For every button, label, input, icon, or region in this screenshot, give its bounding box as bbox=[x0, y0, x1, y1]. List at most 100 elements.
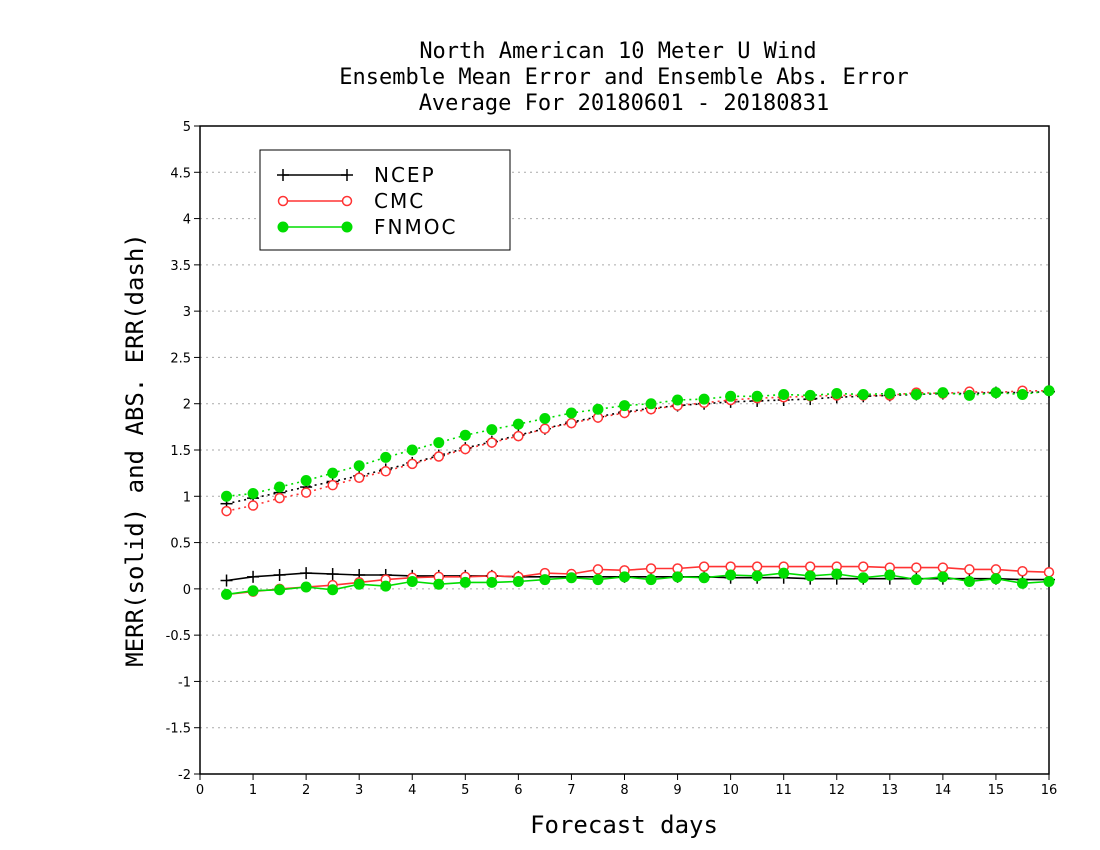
data-point-fnmoc-merr bbox=[804, 570, 816, 582]
data-point-fnmoc-merr bbox=[990, 573, 1002, 585]
data-point-cmc-abs-err bbox=[407, 458, 418, 470]
data-point-fnmoc-merr bbox=[459, 576, 471, 588]
data-point-fnmoc-merr bbox=[486, 576, 498, 588]
data-point-fnmoc-merr bbox=[1016, 577, 1028, 589]
legend-marker-fnmoc bbox=[341, 221, 353, 233]
data-point-fnmoc-merr bbox=[910, 574, 922, 586]
data-point-cmc-abs-err bbox=[221, 505, 232, 517]
data-point-fnmoc-merr bbox=[831, 568, 843, 580]
x-tick-label: 1 bbox=[249, 783, 257, 798]
y-tick-label: 5 bbox=[183, 120, 191, 135]
data-point-fnmoc-merr bbox=[327, 584, 339, 596]
data-point-cmc-abs-err bbox=[247, 500, 259, 511]
y-tick-label: -1 bbox=[178, 675, 191, 690]
y-tick-label: 0.5 bbox=[170, 537, 191, 552]
y-axis-label: MERR(solid) and ABS. ERR(dash) bbox=[121, 233, 149, 666]
data-point-fnmoc-abs-err bbox=[884, 388, 896, 400]
data-point-ncep-merr bbox=[247, 570, 260, 583]
data-point-fnmoc-merr bbox=[565, 572, 577, 584]
y-tick-label: 2 bbox=[183, 398, 191, 413]
data-point-cmc-merr bbox=[964, 564, 975, 575]
data-point-fnmoc-merr bbox=[592, 574, 604, 586]
data-point-fnmoc-abs-err bbox=[857, 388, 869, 400]
series-line-ncep-abs-err bbox=[226, 390, 1050, 505]
data-point-fnmoc-abs-err bbox=[672, 394, 684, 406]
y-tick-label: 3 bbox=[183, 305, 191, 320]
data-point-fnmoc-merr bbox=[353, 578, 365, 590]
x-tick-label: 2 bbox=[302, 783, 310, 798]
legend-label-ncep: NCEP bbox=[374, 163, 436, 187]
y-tick-label: 2.5 bbox=[170, 351, 191, 366]
legend-marker-ncep bbox=[277, 169, 289, 181]
x-tick-label: 5 bbox=[461, 783, 469, 798]
data-point-fnmoc-merr bbox=[751, 570, 763, 582]
x-tick-label: 0 bbox=[196, 783, 204, 798]
data-point-ncep-merr bbox=[220, 574, 233, 587]
x-tick-label: 9 bbox=[673, 783, 681, 798]
data-point-fnmoc-abs-err bbox=[221, 490, 233, 502]
data-point-fnmoc-abs-err bbox=[910, 388, 922, 400]
data-point-fnmoc-abs-err bbox=[831, 388, 843, 400]
data-point-fnmoc-abs-err bbox=[937, 387, 949, 399]
legend-label-cmc: CMC bbox=[374, 189, 425, 213]
data-point-fnmoc-merr bbox=[963, 575, 975, 587]
data-point-ncep-merr bbox=[273, 568, 286, 581]
data-point-cmc-abs-err bbox=[486, 437, 498, 448]
data-point-fnmoc-merr bbox=[274, 584, 286, 596]
legend-marker-cmc bbox=[341, 195, 353, 207]
data-point-cmc-abs-err bbox=[539, 423, 551, 434]
x-tick-label: 8 bbox=[620, 783, 628, 798]
x-tick-label: 16 bbox=[1041, 783, 1058, 798]
data-point-fnmoc-merr bbox=[778, 567, 790, 579]
data-point-fnmoc-abs-err bbox=[1043, 385, 1055, 397]
series-line-cmc-merr bbox=[226, 565, 1050, 596]
data-point-cmc-merr bbox=[592, 564, 604, 575]
y-tick-label: -0.5 bbox=[166, 629, 191, 644]
y-tick-label: 1 bbox=[183, 490, 191, 505]
chart-title-line-1: North American 10 Meter U Wind bbox=[419, 39, 816, 64]
data-point-fnmoc-abs-err bbox=[539, 413, 551, 425]
data-point-cmc-abs-err bbox=[433, 451, 445, 462]
data-point-cmc-merr bbox=[990, 564, 1002, 575]
data-point-fnmoc-abs-err bbox=[619, 400, 630, 412]
data-point-fnmoc-merr bbox=[1043, 575, 1055, 587]
y-tick-label: 0 bbox=[183, 583, 191, 598]
data-point-fnmoc-merr bbox=[725, 569, 737, 581]
data-point-cmc-abs-err bbox=[353, 472, 365, 484]
y-tick-label: 1.5 bbox=[170, 444, 191, 459]
legend-label-fnmoc: FNMOC bbox=[374, 215, 457, 239]
data-point-fnmoc-merr bbox=[672, 571, 684, 583]
legend-marker-ncep bbox=[341, 169, 353, 181]
series-line-cmc-abs-err bbox=[226, 389, 1049, 512]
x-tick-label: 12 bbox=[828, 783, 845, 798]
data-point-fnmoc-abs-err bbox=[459, 429, 471, 441]
data-point-cmc-abs-err bbox=[460, 443, 471, 455]
data-point-fnmoc-abs-err bbox=[645, 398, 657, 410]
x-tick-label: 7 bbox=[567, 783, 575, 798]
x-tick-label: 6 bbox=[514, 783, 522, 798]
data-point-fnmoc-abs-err bbox=[380, 451, 392, 463]
axis-ticks: 54.543.532.521.510.50-0.5-1-1.5-20 1 2 3 4 5 6… bbox=[166, 120, 1058, 798]
x-axis-label: Forecast days bbox=[530, 811, 718, 839]
data-point-fnmoc-abs-err bbox=[327, 467, 339, 479]
data-point-fnmoc-abs-err bbox=[725, 390, 737, 402]
grid bbox=[200, 171, 1049, 729]
chart-title-line-3: Average For 20180601 - 20180831 bbox=[419, 91, 830, 116]
data-point-fnmoc-abs-err bbox=[698, 393, 710, 405]
data-point-fnmoc-abs-err bbox=[592, 403, 604, 415]
data-point-fnmoc-merr bbox=[884, 569, 896, 581]
data-point-fnmoc-merr bbox=[539, 574, 551, 586]
data-point-fnmoc-merr bbox=[512, 575, 524, 587]
x-tick-label: 10 bbox=[722, 783, 739, 798]
data-point-cmc-merr bbox=[698, 561, 710, 572]
data-point-ncep-merr bbox=[326, 568, 339, 581]
series-layer bbox=[220, 385, 1055, 600]
legend-box bbox=[259, 149, 511, 251]
data-point-fnmoc-abs-err bbox=[406, 444, 418, 456]
y-tick-label: 3.5 bbox=[170, 259, 191, 274]
y-tick-label: 4.5 bbox=[170, 166, 191, 181]
data-point-fnmoc-abs-err bbox=[300, 475, 312, 487]
data-point-cmc-abs-err bbox=[274, 492, 285, 504]
